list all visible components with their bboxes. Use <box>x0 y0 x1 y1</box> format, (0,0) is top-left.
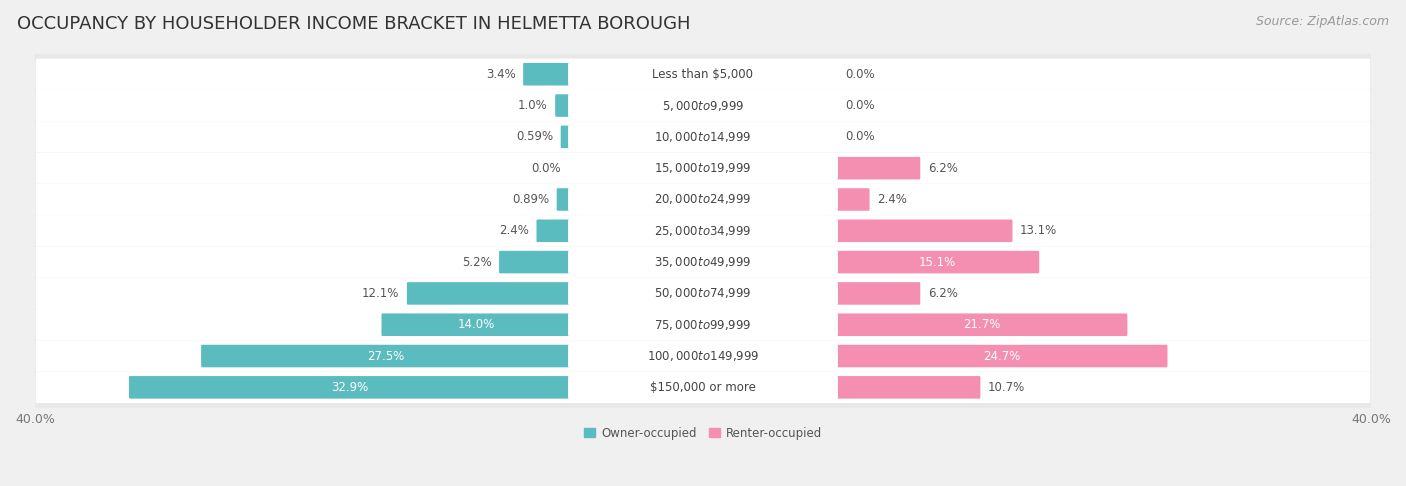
Text: 0.0%: 0.0% <box>845 99 875 112</box>
FancyBboxPatch shape <box>406 282 571 305</box>
FancyBboxPatch shape <box>24 148 1382 189</box>
FancyBboxPatch shape <box>561 125 571 148</box>
FancyBboxPatch shape <box>835 188 869 211</box>
FancyBboxPatch shape <box>523 63 571 86</box>
Text: $150,000 or more: $150,000 or more <box>650 381 756 394</box>
FancyBboxPatch shape <box>568 344 838 368</box>
FancyBboxPatch shape <box>835 251 1039 273</box>
Text: $75,000 to $99,999: $75,000 to $99,999 <box>654 318 752 332</box>
FancyBboxPatch shape <box>35 184 1371 215</box>
FancyBboxPatch shape <box>557 188 571 211</box>
Text: 2.4%: 2.4% <box>499 224 529 237</box>
FancyBboxPatch shape <box>24 273 1382 314</box>
Text: 27.5%: 27.5% <box>367 349 405 363</box>
FancyBboxPatch shape <box>35 59 1371 90</box>
FancyBboxPatch shape <box>835 313 1128 336</box>
FancyBboxPatch shape <box>555 94 571 117</box>
FancyBboxPatch shape <box>568 94 838 118</box>
Text: $50,000 to $74,999: $50,000 to $74,999 <box>654 286 752 300</box>
Text: 0.89%: 0.89% <box>512 193 550 206</box>
FancyBboxPatch shape <box>381 313 571 336</box>
FancyBboxPatch shape <box>835 345 1167 367</box>
FancyBboxPatch shape <box>35 121 1371 153</box>
Text: 14.0%: 14.0% <box>457 318 495 331</box>
FancyBboxPatch shape <box>568 156 838 180</box>
FancyBboxPatch shape <box>35 340 1371 372</box>
Text: 0.59%: 0.59% <box>516 130 553 143</box>
FancyBboxPatch shape <box>24 54 1382 95</box>
FancyBboxPatch shape <box>568 250 838 274</box>
FancyBboxPatch shape <box>568 281 838 305</box>
Text: 32.9%: 32.9% <box>330 381 368 394</box>
Text: 6.2%: 6.2% <box>928 287 957 300</box>
FancyBboxPatch shape <box>35 246 1371 278</box>
Text: $5,000 to $9,999: $5,000 to $9,999 <box>662 99 744 113</box>
FancyBboxPatch shape <box>835 220 1012 242</box>
FancyBboxPatch shape <box>499 251 571 273</box>
Text: $20,000 to $24,999: $20,000 to $24,999 <box>654 192 752 207</box>
FancyBboxPatch shape <box>24 242 1382 282</box>
Text: 5.2%: 5.2% <box>461 256 492 269</box>
FancyBboxPatch shape <box>568 376 838 399</box>
FancyBboxPatch shape <box>24 117 1382 157</box>
FancyBboxPatch shape <box>35 153 1371 184</box>
FancyBboxPatch shape <box>35 215 1371 246</box>
Text: 3.4%: 3.4% <box>486 68 516 81</box>
Text: $100,000 to $149,999: $100,000 to $149,999 <box>647 349 759 363</box>
Text: 21.7%: 21.7% <box>963 318 1000 331</box>
Text: $10,000 to $14,999: $10,000 to $14,999 <box>654 130 752 144</box>
FancyBboxPatch shape <box>24 367 1382 408</box>
FancyBboxPatch shape <box>24 304 1382 345</box>
FancyBboxPatch shape <box>568 188 838 211</box>
Text: 13.1%: 13.1% <box>1019 224 1057 237</box>
FancyBboxPatch shape <box>24 85 1382 126</box>
Text: 0.0%: 0.0% <box>845 130 875 143</box>
Text: 12.1%: 12.1% <box>361 287 399 300</box>
Text: $35,000 to $49,999: $35,000 to $49,999 <box>654 255 752 269</box>
FancyBboxPatch shape <box>568 62 838 86</box>
Text: 0.0%: 0.0% <box>845 68 875 81</box>
Text: 0.0%: 0.0% <box>531 162 561 174</box>
Text: Less than $5,000: Less than $5,000 <box>652 68 754 81</box>
Text: 1.0%: 1.0% <box>517 99 548 112</box>
FancyBboxPatch shape <box>35 309 1371 340</box>
FancyBboxPatch shape <box>568 313 838 337</box>
Text: OCCUPANCY BY HOUSEHOLDER INCOME BRACKET IN HELMETTA BOROUGH: OCCUPANCY BY HOUSEHOLDER INCOME BRACKET … <box>17 15 690 33</box>
FancyBboxPatch shape <box>835 282 921 305</box>
FancyBboxPatch shape <box>24 336 1382 376</box>
FancyBboxPatch shape <box>24 179 1382 220</box>
FancyBboxPatch shape <box>537 220 571 242</box>
FancyBboxPatch shape <box>35 372 1371 403</box>
FancyBboxPatch shape <box>835 376 980 399</box>
Text: Source: ZipAtlas.com: Source: ZipAtlas.com <box>1256 15 1389 28</box>
Text: $15,000 to $19,999: $15,000 to $19,999 <box>654 161 752 175</box>
Text: 6.2%: 6.2% <box>928 162 957 174</box>
Text: 15.1%: 15.1% <box>920 256 956 269</box>
Text: 24.7%: 24.7% <box>983 349 1021 363</box>
Text: 10.7%: 10.7% <box>988 381 1025 394</box>
FancyBboxPatch shape <box>568 219 838 243</box>
FancyBboxPatch shape <box>24 210 1382 251</box>
Legend: Owner-occupied, Renter-occupied: Owner-occupied, Renter-occupied <box>579 422 827 444</box>
FancyBboxPatch shape <box>201 345 571 367</box>
FancyBboxPatch shape <box>35 90 1371 121</box>
Text: $25,000 to $34,999: $25,000 to $34,999 <box>654 224 752 238</box>
Text: 2.4%: 2.4% <box>877 193 907 206</box>
FancyBboxPatch shape <box>835 157 921 179</box>
FancyBboxPatch shape <box>129 376 571 399</box>
FancyBboxPatch shape <box>35 278 1371 309</box>
FancyBboxPatch shape <box>568 125 838 149</box>
